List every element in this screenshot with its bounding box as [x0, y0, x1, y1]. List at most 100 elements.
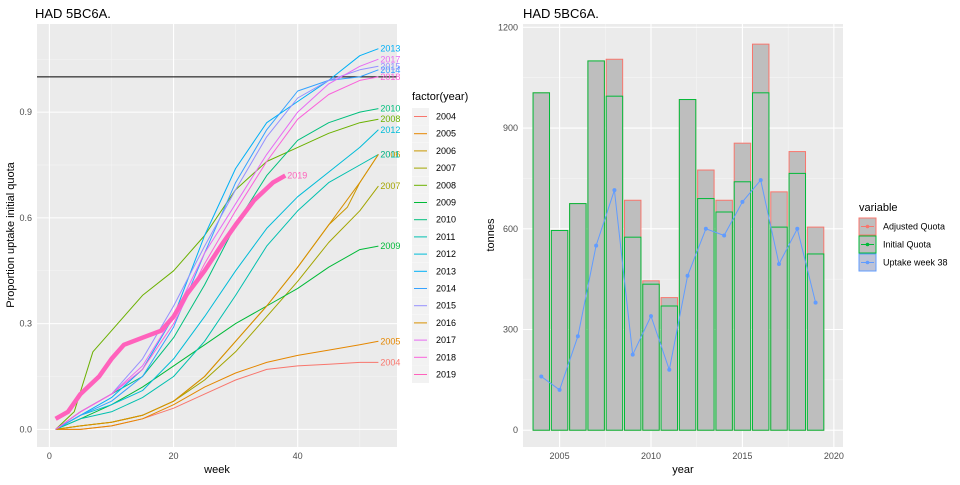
- y-axis-label: tonnes: [485, 218, 497, 252]
- legend-label-2016: 2016: [436, 318, 456, 328]
- uptake-point-2019: [813, 300, 818, 305]
- uptake-point-2008: [612, 188, 617, 193]
- quota-bar-chart: HAD 5BC6A. 0 300 600 900 1200 2005 2010 2015 202…: [485, 6, 948, 476]
- bar-initial-quota-2005: [550, 229, 569, 431]
- uptake-line: [541, 178, 817, 391]
- legend-label-2011: 2011: [436, 232, 455, 242]
- x-tick-label: 20: [169, 451, 179, 461]
- bar-initial-quota-2008: [605, 95, 624, 431]
- y-tick-label: 0.6: [19, 213, 32, 223]
- x-tick-label: 40: [293, 451, 303, 461]
- series-line-2019: [54, 173, 287, 421]
- end-label-2008: 2008: [380, 114, 400, 124]
- chart-title: HAD 5BC6A.: [35, 6, 111, 21]
- legend-title: factor(year): [412, 91, 468, 103]
- y-tick-label: 0.0: [19, 424, 32, 434]
- y-tick-label: 1200: [498, 22, 518, 32]
- legend-label-2012: 2012: [436, 249, 456, 259]
- uptake-point-2005: [557, 387, 562, 392]
- chart-title: HAD 5BC6A.: [523, 6, 599, 21]
- legend-label-2008: 2008: [436, 180, 456, 190]
- end-label-2013: 2013: [380, 44, 400, 54]
- y-axis-label: Proportion uptake initial quota: [5, 161, 17, 307]
- legend-label-2010: 2010: [436, 215, 456, 225]
- end-label-2017: 2017: [380, 54, 400, 64]
- end-label-2011: 2011: [380, 149, 399, 159]
- legend-label-2006: 2006: [436, 146, 456, 156]
- uptake-point-2012: [685, 273, 690, 278]
- series-line-2013: [55, 48, 379, 430]
- legend-label-2013: 2013: [436, 266, 456, 276]
- y-tick-label: 0.9: [19, 107, 32, 117]
- bar-initial-quota-2016: [751, 92, 770, 431]
- end-label-2009: 2009: [380, 241, 400, 251]
- end-label-2006: 2006: [380, 149, 400, 159]
- uptake-point-2015: [740, 199, 745, 204]
- legend-key-point: [865, 260, 870, 265]
- bar-initial-quota-2013: [697, 198, 715, 431]
- x-tick-label: 2020: [824, 451, 844, 461]
- y-tick-label: 600: [503, 224, 518, 234]
- uptake-point-2007: [594, 243, 599, 248]
- end-label-2018: 2018: [380, 72, 400, 82]
- uptake-point-2009: [630, 352, 635, 357]
- bar-initial-quota-2006: [569, 203, 587, 431]
- bar-initial-quota-2017: [770, 226, 788, 431]
- x-tick-label: 0: [47, 451, 52, 461]
- uptake-point-2017: [777, 262, 781, 267]
- legend-key-point: [865, 242, 870, 247]
- legend-label-2018: 2018: [436, 352, 456, 362]
- bar-initial-quota-2015: [733, 181, 752, 431]
- legend-label-2009: 2009: [436, 198, 456, 208]
- end-label-2014: 2014: [380, 65, 400, 75]
- uptake-line-chart: HAD 5BC6A. 20042005200620072008200920102…: [5, 6, 468, 476]
- legend-label: Adjusted Quota: [883, 222, 945, 232]
- x-axis-label: year: [672, 464, 694, 476]
- series-line-2005: [55, 340, 379, 430]
- legend-title: variable: [859, 202, 898, 214]
- y-tick-label: 0.3: [19, 319, 32, 329]
- series-line-2009: [55, 245, 379, 430]
- x-tick-label: 2015: [732, 451, 752, 461]
- bar-initial-quota-2009: [623, 236, 642, 431]
- uptake-point-2011: [667, 367, 672, 372]
- series-line-2011: [55, 153, 379, 430]
- end-label-2012: 2012: [380, 125, 400, 135]
- legend-label-2019: 2019: [436, 370, 456, 380]
- uptake-point-2013: [703, 226, 708, 231]
- legend-label: Initial Quota: [883, 240, 931, 250]
- uptake-point-2010: [649, 314, 653, 319]
- end-label-2005: 2005: [380, 336, 400, 346]
- legend-label-2017: 2017: [436, 335, 456, 345]
- legend-label-2004: 2004: [436, 112, 456, 122]
- legend-label-2014: 2014: [436, 284, 456, 294]
- bar-initial-quota-2010: [642, 283, 660, 431]
- legend-label-2005: 2005: [436, 129, 456, 139]
- legend-label-2007: 2007: [436, 163, 456, 173]
- x-axis-label: week: [203, 464, 230, 476]
- end-label-2015: 2015: [380, 61, 400, 71]
- y-tick-label: 0: [513, 425, 518, 435]
- uptake-point-2014: [722, 233, 727, 238]
- series-line-2012: [55, 129, 379, 430]
- end-label-2004: 2004: [380, 357, 400, 367]
- end-label-2019: 2019: [287, 171, 307, 181]
- uptake-point-2004: [539, 374, 544, 379]
- legend-label-2015: 2015: [436, 301, 456, 311]
- series-line-2016: [55, 154, 379, 430]
- legend: factor(year) 2004 2005 2006 2007 2008 2009 201…: [412, 91, 468, 383]
- end-label-2007: 2007: [380, 181, 400, 191]
- uptake-point-2006: [575, 334, 580, 339]
- legend: variable Adjusted Quota Initial Quota Upta…: [858, 202, 948, 272]
- y-tick-label: 300: [503, 325, 518, 335]
- x-tick-label: 2005: [550, 451, 570, 461]
- legend-label: Uptake week 38: [883, 258, 948, 268]
- legend-key-point: [865, 224, 870, 229]
- bar-initial-quota-2014: [715, 211, 733, 431]
- end-label-2010: 2010: [380, 104, 400, 114]
- bar-initial-quota-2012: [678, 99, 697, 431]
- bar-initial-quota-2018: [788, 172, 807, 431]
- series-line-2018: [55, 76, 379, 430]
- uptake-point-2018: [795, 226, 800, 231]
